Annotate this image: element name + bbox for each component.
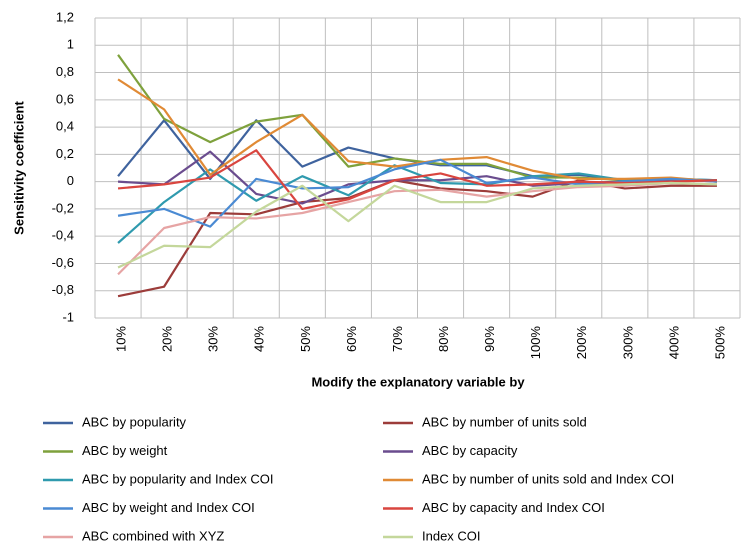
legend-label: ABC by capacity and Index COI — [422, 500, 605, 515]
x-tick-label: 200% — [574, 326, 589, 360]
legend-label: Index COI — [422, 528, 481, 542]
x-tick-label: 70% — [390, 326, 405, 352]
x-tick-label: 500% — [712, 326, 727, 360]
x-tick-label: 20% — [160, 326, 175, 352]
y-tick-label: 0,4 — [56, 119, 74, 134]
series-line — [117, 149, 717, 211]
y-axis-title: Sensitivity coefficient — [11, 101, 26, 235]
y-tick-label: 1,2 — [56, 9, 74, 24]
x-tick-label: 60% — [344, 326, 359, 352]
y-tick-label: 0,8 — [56, 64, 74, 79]
legend-label: ABC by number of units sold and Index CO… — [422, 471, 674, 486]
x-tick-label: 40% — [252, 326, 267, 352]
legend-label: ABC by popularity and Index COI — [82, 471, 274, 486]
y-tick-label: -0,6 — [52, 255, 74, 270]
y-tick-label: 0,6 — [56, 91, 74, 106]
y-tick-label: 1 — [67, 37, 74, 52]
y-tick-label: -1 — [62, 309, 74, 324]
x-tick-label: 50% — [298, 326, 313, 352]
y-tick-label: -0,8 — [52, 282, 74, 297]
x-tick-label: 400% — [666, 326, 681, 360]
x-tick-label: 10% — [113, 326, 128, 352]
legend-label: ABC by weight — [82, 443, 168, 458]
series-line — [117, 179, 717, 298]
legend-label: ABC by weight and Index COI — [82, 500, 255, 515]
legend-label: ABC by number of units sold — [422, 414, 587, 429]
legend-label: ABC by popularity — [82, 414, 187, 429]
x-tick-label: 30% — [206, 326, 221, 352]
x-tick-label: 80% — [436, 326, 451, 352]
legend-label: ABC by capacity — [422, 443, 518, 458]
series-line — [117, 181, 717, 276]
series-line — [117, 78, 718, 183]
x-tick-label: 300% — [620, 326, 635, 360]
x-tick-label: 100% — [528, 326, 543, 360]
legend-label: ABC combined with XYZ — [82, 528, 224, 542]
x-axis-title: Modify the explanatory variable by — [311, 374, 525, 389]
y-tick-label: 0 — [67, 173, 74, 188]
y-tick-label: 0,2 — [56, 146, 74, 161]
series-line — [117, 181, 717, 269]
y-tick-label: -0,4 — [52, 228, 74, 243]
y-tick-label: -0,2 — [52, 200, 74, 215]
x-tick-label: 90% — [482, 326, 497, 352]
